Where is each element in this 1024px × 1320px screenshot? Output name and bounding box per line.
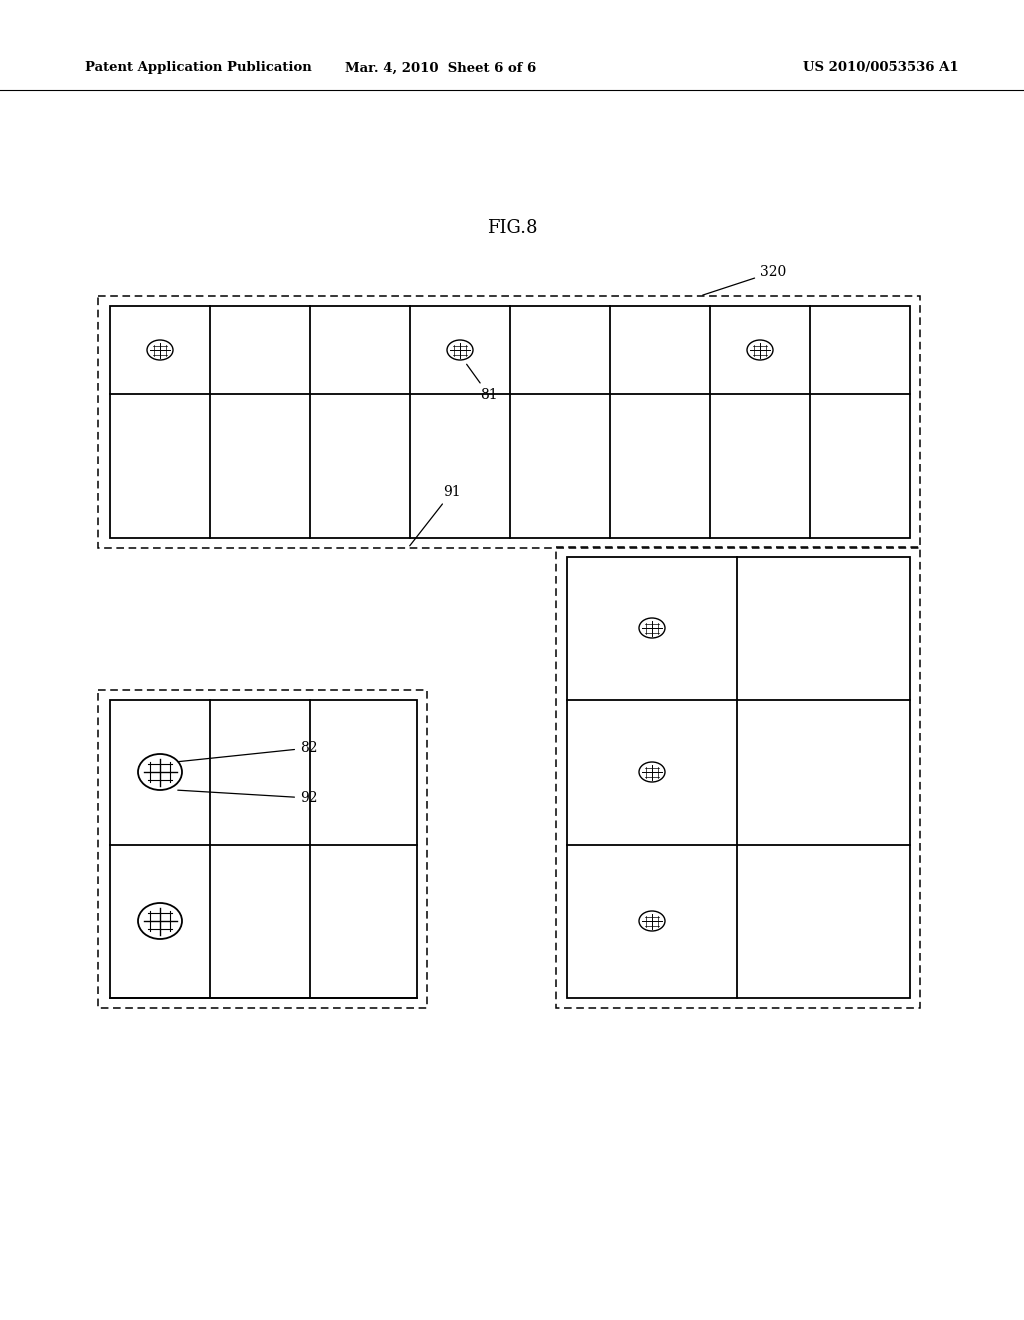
Ellipse shape	[746, 341, 773, 360]
Ellipse shape	[639, 618, 665, 638]
Ellipse shape	[147, 341, 173, 360]
Bar	[98, 690, 427, 1008]
Text: Patent Application Publication: Patent Application Publication	[85, 62, 311, 74]
Bar	[98, 296, 920, 548]
Bar	[110, 306, 910, 539]
Ellipse shape	[138, 903, 182, 939]
Text: 320: 320	[702, 265, 786, 296]
Ellipse shape	[639, 911, 665, 931]
Bar	[567, 557, 910, 998]
Bar	[556, 546, 920, 1008]
Ellipse shape	[447, 341, 473, 360]
Text: 92: 92	[178, 791, 317, 805]
Bar	[110, 700, 417, 998]
Text: US 2010/0053536 A1: US 2010/0053536 A1	[803, 62, 958, 74]
Text: 81: 81	[467, 364, 498, 403]
Text: 82: 82	[178, 741, 317, 762]
Text: 91: 91	[410, 484, 461, 545]
Text: FIG.8: FIG.8	[486, 219, 538, 238]
Ellipse shape	[138, 754, 182, 789]
Ellipse shape	[639, 762, 665, 781]
Text: Mar. 4, 2010  Sheet 6 of 6: Mar. 4, 2010 Sheet 6 of 6	[345, 62, 536, 74]
